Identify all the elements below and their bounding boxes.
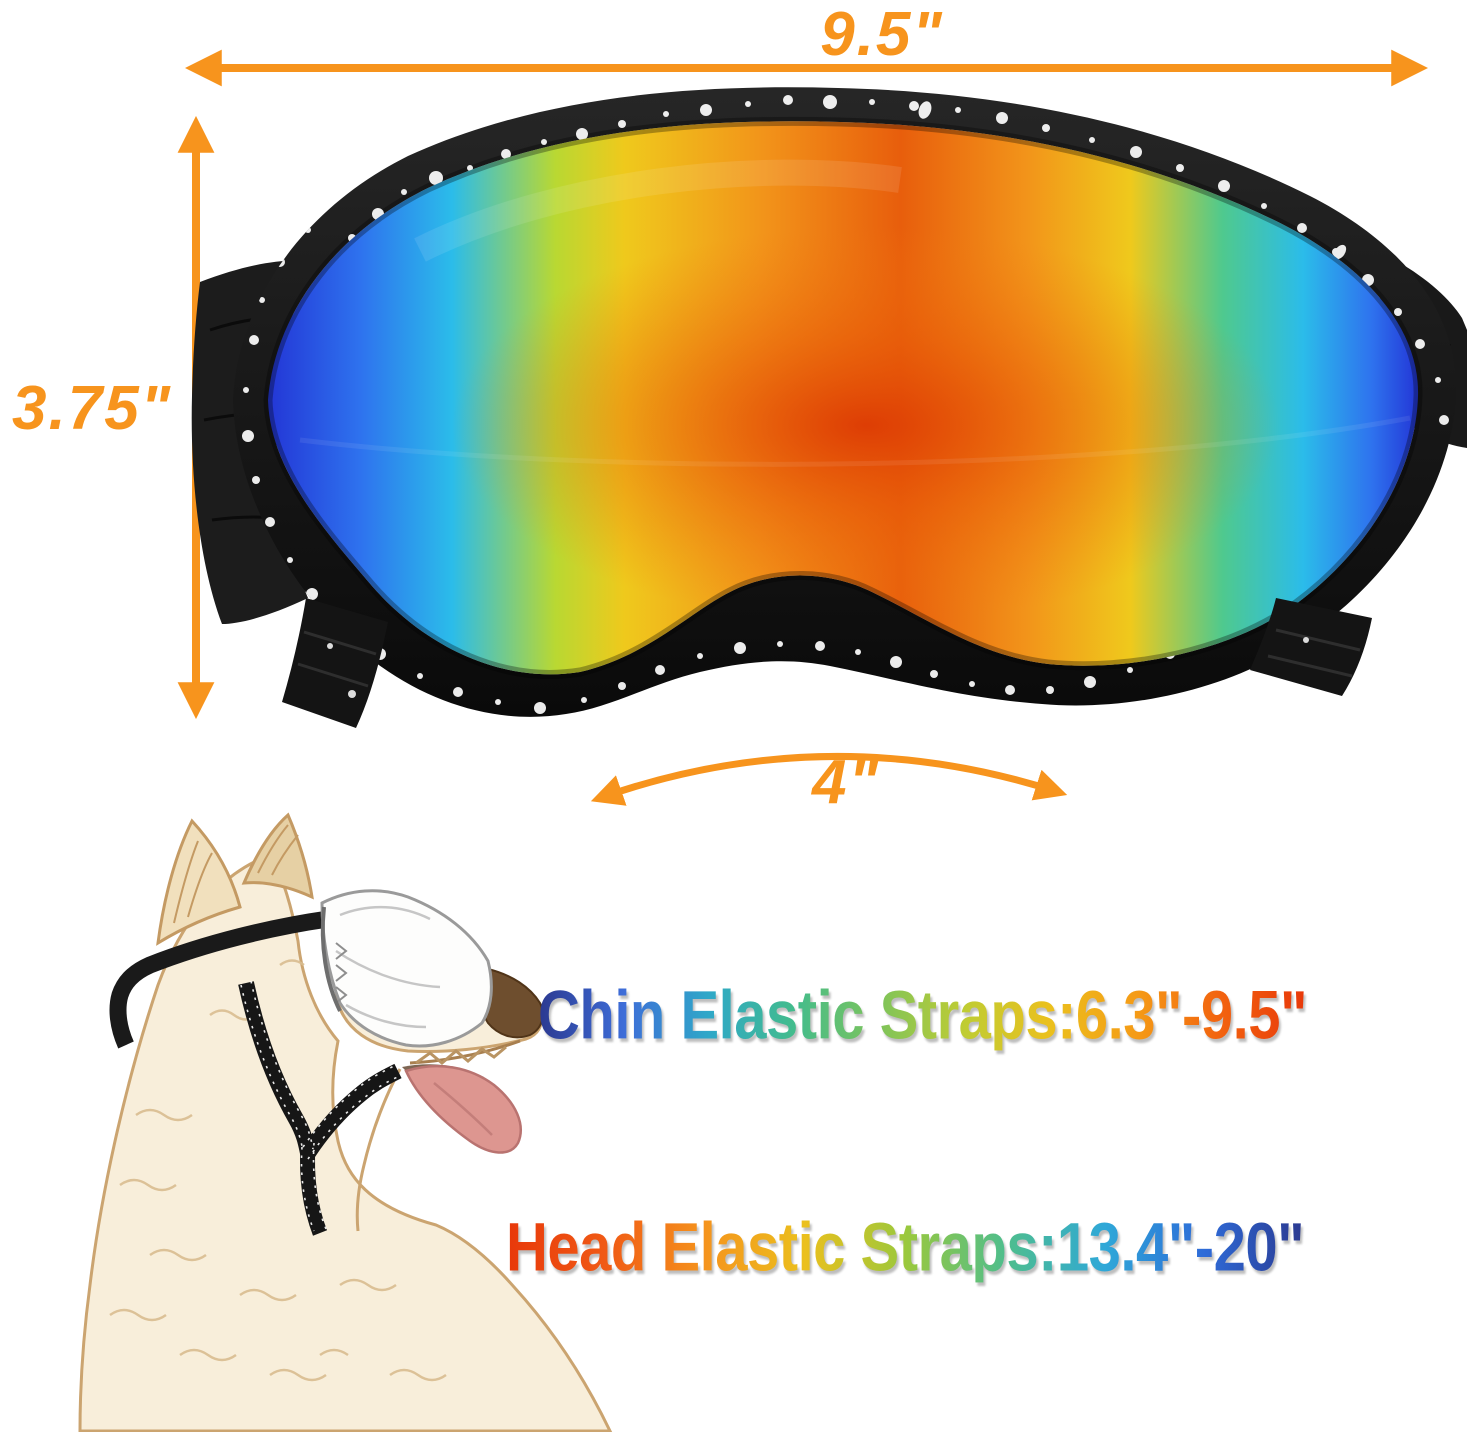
height-dimension-label: 3.75" [12,374,173,443]
dog-teeth [415,1045,507,1065]
dog-goggle-sketch [320,889,493,1048]
chin-straps-caption: Chin Elastic Straps:6.3"-9.5" [538,977,1307,1054]
goggles [191,87,1467,728]
bridge-dimension-label: 4" [812,748,880,817]
goggles-lens [263,116,1423,679]
bridge-width-arc-arrow [590,753,1068,806]
goggles-frame [233,87,1457,717]
dog-chin-strap [238,980,402,1236]
dog-right-ear [241,812,314,900]
bottom-right-strap-clip [1250,598,1372,696]
dog-head-strap [109,910,330,1049]
head-straps-caption: Head Elastic Straps:13.4"-20" [506,1209,1305,1286]
dog-sketch [78,812,613,1432]
dog-head-body [78,853,613,1432]
bottom-left-strap-clip [282,598,388,728]
dog-fur-strokes [109,959,447,1382]
width-dimension-label: 9.5" [820,0,944,69]
